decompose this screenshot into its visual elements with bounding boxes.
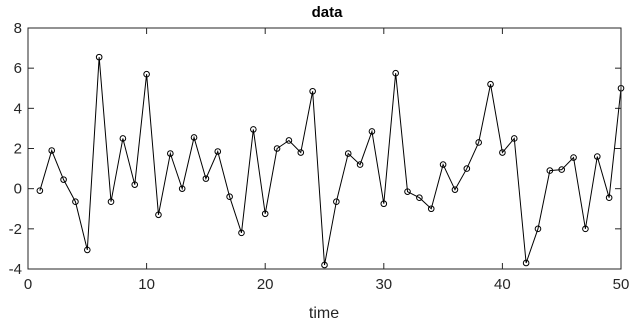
- data-point: [593, 153, 601, 160]
- data-point: [451, 186, 459, 193]
- data-point: [605, 194, 613, 201]
- data-point: [297, 149, 305, 156]
- data-point: [499, 149, 506, 156]
- data-point: [392, 69, 399, 77]
- x-axis-label: time: [309, 305, 339, 322]
- y-tick-label: 8: [14, 20, 22, 37]
- chart-title: data: [312, 4, 344, 21]
- data-point: [463, 165, 471, 172]
- data-point: [546, 167, 554, 174]
- data-point: [107, 198, 115, 206]
- data-point: [333, 198, 340, 206]
- y-tick-label: 2: [14, 141, 22, 158]
- y-tick-label: -4: [9, 261, 22, 278]
- data-point: [261, 210, 269, 218]
- plot-area: [28, 28, 621, 269]
- data-point: [404, 188, 411, 195]
- y-tick-label: 4: [14, 100, 22, 117]
- x-tick-label: 10: [138, 276, 155, 293]
- data-series: [36, 53, 625, 269]
- data-point: [202, 175, 210, 182]
- plot-frame: [27, 27, 622, 270]
- data-point: [427, 205, 435, 213]
- data-point: [285, 137, 293, 144]
- data-point: [368, 128, 376, 135]
- data-point: [60, 176, 67, 183]
- data-point: [475, 139, 482, 146]
- series-line: [39, 57, 622, 266]
- data-point: [238, 229, 245, 237]
- data-point: [534, 225, 542, 233]
- data-point: [309, 87, 316, 95]
- x-tick-label: 50: [613, 276, 629, 293]
- data-point: [321, 261, 328, 269]
- data-point: [570, 154, 577, 161]
- y-tick-label: -2: [9, 221, 22, 238]
- data-point: [155, 211, 162, 219]
- y-tick-label: 0: [14, 181, 22, 198]
- x-tick-label: 0: [24, 276, 32, 293]
- data-point: [582, 225, 589, 233]
- data-point: [439, 161, 447, 168]
- x-tick-label: 40: [494, 276, 511, 293]
- data-point: [190, 134, 198, 141]
- data-point: [273, 145, 281, 152]
- data-point: [143, 70, 150, 78]
- data-point: [178, 185, 186, 192]
- axis-ticks: 0 10 20 30 40 50 -4 -2 0 2 4 6 8: [9, 20, 629, 293]
- data-point: [36, 187, 44, 194]
- data-point: [558, 166, 566, 173]
- data-point: [522, 259, 530, 267]
- data-point: [226, 193, 233, 200]
- data-point: [131, 181, 139, 188]
- data-point: [48, 147, 56, 154]
- data-point: [487, 80, 494, 88]
- data-point: [510, 135, 518, 142]
- x-tick-label: 20: [257, 276, 274, 293]
- data-point: [250, 126, 257, 133]
- data-point: [72, 198, 79, 206]
- data-point: [214, 148, 222, 155]
- data-point: [356, 161, 364, 168]
- data-point: [167, 150, 174, 157]
- y-tick-label: 6: [14, 60, 22, 77]
- x-tick-label: 30: [375, 276, 392, 293]
- data-point: [344, 150, 352, 157]
- data-point: [119, 135, 127, 142]
- data-point: [95, 53, 103, 61]
- data-point: [380, 200, 388, 208]
- data-point: [416, 194, 423, 201]
- data-point: [84, 246, 91, 254]
